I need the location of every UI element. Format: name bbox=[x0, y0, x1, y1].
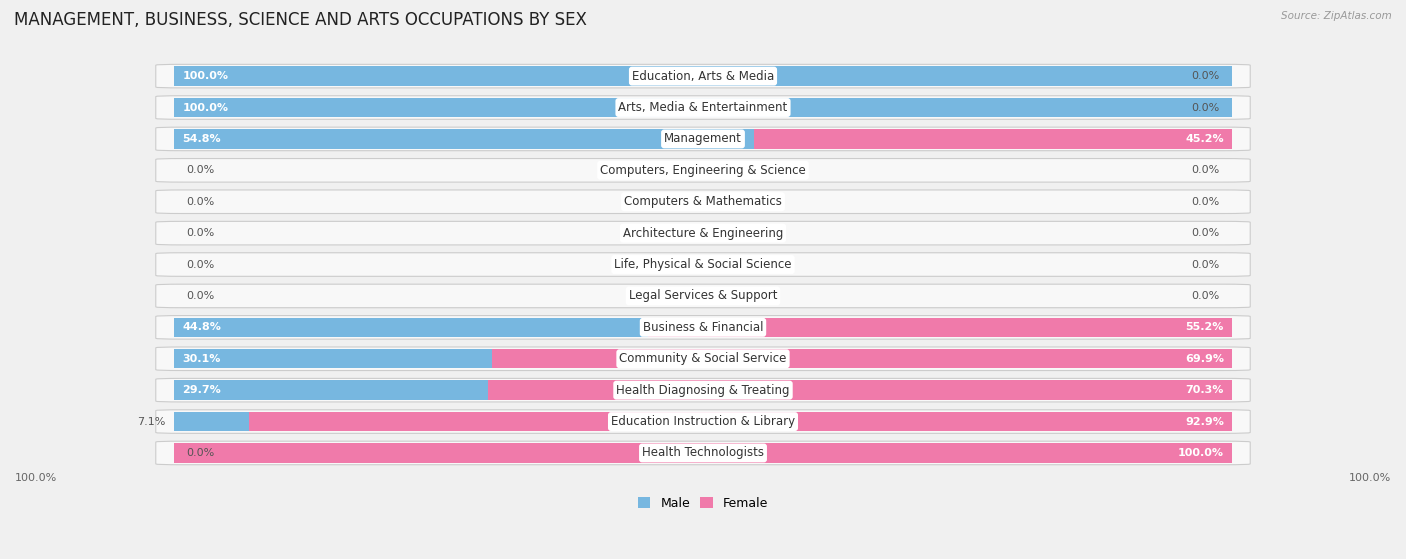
Text: Education Instruction & Library: Education Instruction & Library bbox=[612, 415, 794, 428]
Text: Arts, Media & Entertainment: Arts, Media & Entertainment bbox=[619, 101, 787, 114]
Bar bbox=[754, 129, 1232, 149]
FancyBboxPatch shape bbox=[156, 96, 1250, 119]
Bar bbox=[249, 412, 1232, 432]
Text: 55.2%: 55.2% bbox=[1185, 323, 1223, 333]
Text: Legal Services & Support: Legal Services & Support bbox=[628, 290, 778, 302]
Bar bbox=[174, 318, 648, 337]
Text: Architecture & Engineering: Architecture & Engineering bbox=[623, 226, 783, 240]
FancyBboxPatch shape bbox=[156, 347, 1250, 371]
Text: 29.7%: 29.7% bbox=[183, 385, 221, 395]
Text: Management: Management bbox=[664, 132, 742, 145]
Text: 100.0%: 100.0% bbox=[183, 71, 228, 81]
Bar bbox=[488, 381, 1232, 400]
Text: Health Technologists: Health Technologists bbox=[643, 447, 763, 459]
Text: 7.1%: 7.1% bbox=[136, 416, 166, 427]
Text: 0.0%: 0.0% bbox=[187, 165, 215, 176]
Text: 0.0%: 0.0% bbox=[187, 197, 215, 207]
Bar bbox=[492, 349, 1232, 368]
FancyBboxPatch shape bbox=[156, 441, 1250, 465]
FancyBboxPatch shape bbox=[156, 64, 1250, 88]
Text: 45.2%: 45.2% bbox=[1185, 134, 1223, 144]
Text: 0.0%: 0.0% bbox=[187, 291, 215, 301]
FancyBboxPatch shape bbox=[156, 410, 1250, 433]
FancyBboxPatch shape bbox=[156, 159, 1250, 182]
Text: 0.0%: 0.0% bbox=[1191, 165, 1219, 176]
FancyBboxPatch shape bbox=[156, 316, 1250, 339]
Legend: Male, Female: Male, Female bbox=[633, 492, 773, 515]
Text: 92.9%: 92.9% bbox=[1185, 416, 1223, 427]
Text: 0.0%: 0.0% bbox=[1191, 259, 1219, 269]
Bar bbox=[174, 98, 1232, 117]
Text: 44.8%: 44.8% bbox=[183, 323, 221, 333]
Text: 100.0%: 100.0% bbox=[1178, 448, 1223, 458]
Text: Computers & Mathematics: Computers & Mathematics bbox=[624, 195, 782, 209]
Text: 100.0%: 100.0% bbox=[15, 473, 58, 484]
Text: 54.8%: 54.8% bbox=[183, 134, 221, 144]
Text: 30.1%: 30.1% bbox=[183, 354, 221, 364]
Text: Business & Financial: Business & Financial bbox=[643, 321, 763, 334]
Text: MANAGEMENT, BUSINESS, SCIENCE AND ARTS OCCUPATIONS BY SEX: MANAGEMENT, BUSINESS, SCIENCE AND ARTS O… bbox=[14, 11, 586, 29]
Text: 0.0%: 0.0% bbox=[1191, 71, 1219, 81]
FancyBboxPatch shape bbox=[156, 221, 1250, 245]
Bar bbox=[174, 412, 249, 432]
Text: 0.0%: 0.0% bbox=[187, 448, 215, 458]
Text: Health Diagnosing & Treating: Health Diagnosing & Treating bbox=[616, 383, 790, 397]
FancyBboxPatch shape bbox=[156, 378, 1250, 402]
Text: Computers, Engineering & Science: Computers, Engineering & Science bbox=[600, 164, 806, 177]
FancyBboxPatch shape bbox=[156, 253, 1250, 276]
Text: 0.0%: 0.0% bbox=[1191, 102, 1219, 112]
Text: Education, Arts & Media: Education, Arts & Media bbox=[631, 70, 775, 83]
Text: 0.0%: 0.0% bbox=[1191, 228, 1219, 238]
Text: 100.0%: 100.0% bbox=[1348, 473, 1391, 484]
Text: 100.0%: 100.0% bbox=[183, 102, 228, 112]
FancyBboxPatch shape bbox=[156, 127, 1250, 151]
Text: Community & Social Service: Community & Social Service bbox=[619, 352, 787, 365]
Text: Source: ZipAtlas.com: Source: ZipAtlas.com bbox=[1281, 11, 1392, 21]
FancyBboxPatch shape bbox=[156, 284, 1250, 307]
Bar bbox=[174, 349, 492, 368]
Text: 0.0%: 0.0% bbox=[1191, 291, 1219, 301]
Text: 0.0%: 0.0% bbox=[187, 228, 215, 238]
Text: 0.0%: 0.0% bbox=[1191, 197, 1219, 207]
FancyBboxPatch shape bbox=[156, 190, 1250, 214]
Text: 0.0%: 0.0% bbox=[187, 259, 215, 269]
Bar bbox=[648, 318, 1232, 337]
Bar bbox=[174, 129, 754, 149]
Text: 70.3%: 70.3% bbox=[1185, 385, 1223, 395]
Text: 69.9%: 69.9% bbox=[1185, 354, 1223, 364]
Bar bbox=[174, 67, 1232, 86]
Bar bbox=[174, 443, 1232, 463]
Text: Life, Physical & Social Science: Life, Physical & Social Science bbox=[614, 258, 792, 271]
Bar bbox=[174, 381, 488, 400]
